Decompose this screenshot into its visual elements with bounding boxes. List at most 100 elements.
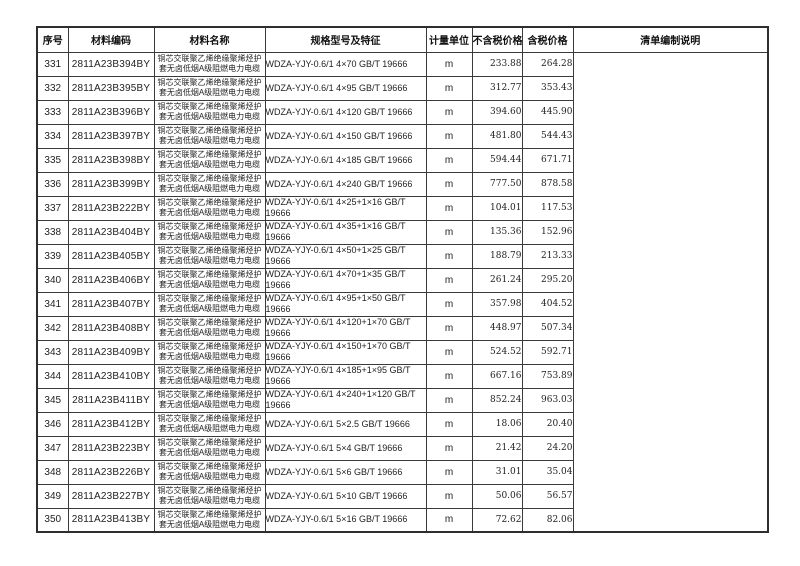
serial-number-cell: 341 bbox=[36, 291, 69, 317]
serial-number-cell: 333 bbox=[36, 99, 69, 125]
serial-number-cell: 337 bbox=[36, 195, 69, 221]
serial-number-cell: 343 bbox=[36, 339, 69, 365]
price-inc-tax-cell: 878.58 bbox=[521, 171, 574, 197]
table-row: 337 2811A23B222BY 铜芯交联聚乙烯绝缘聚烯烃护套无卤低烟A级阻燃电力… bbox=[36, 195, 768, 221]
spec-cell: WDZA-YJY-0.6/1 4×240 GB/T 19666 bbox=[264, 171, 427, 197]
spec-cell: WDZA-YJY-0.6/1 4×50+1×25 GB/T 19666 bbox=[264, 243, 427, 269]
price-inc-tax-cell: 753.89 bbox=[521, 363, 574, 389]
price-ex-tax-cell: 261.24 bbox=[471, 267, 523, 293]
table-row: 341 2811A23B407BY 铜芯交联聚乙烯绝缘聚烯烃护套无卤低烟A级阻燃电力… bbox=[36, 291, 768, 317]
material-name-cell: 铜芯交联聚乙烯绝缘聚烯烃护套无卤低烟A级阻燃电力电缆 bbox=[153, 51, 266, 77]
material-code-cell: 2811A23B398BY bbox=[67, 147, 155, 173]
material-code-cell: 2811A23B405BY bbox=[67, 243, 155, 269]
price-inc-tax-cell: 56.57 bbox=[521, 483, 574, 509]
spec-cell: WDZA-YJY-0.6/1 5×2.5 GB/T 19666 bbox=[264, 411, 427, 437]
serial-number-cell: 335 bbox=[36, 147, 69, 173]
material-name-cell: 铜芯交联聚乙烯绝缘聚烯烃护套无卤低烟A级阻燃电力电缆 bbox=[153, 411, 266, 437]
table-row: 346 2811A23B412BY 铜芯交联聚乙烯绝缘聚烯烃护套无卤低烟A级阻燃电力… bbox=[36, 411, 768, 437]
spec-cell: WDZA-YJY-0.6/1 4×35+1×16 GB/T 19666 bbox=[264, 219, 427, 245]
price-inc-tax-cell: 82.06 bbox=[521, 507, 574, 533]
spec-cell: WDZA-YJY-0.6/1 5×10 GB/T 19666 bbox=[264, 483, 427, 509]
table-row: 345 2811A23B411BY 铜芯交联聚乙烯绝缘聚烯烃护套无卤低烟A级阻燃电力… bbox=[36, 387, 768, 413]
unit-cell: m bbox=[425, 435, 473, 461]
material-code-cell: 2811A23B413BY bbox=[67, 507, 155, 533]
unit-cell: m bbox=[425, 51, 473, 77]
spec-cell: WDZA-YJY-0.6/1 5×6 GB/T 19666 bbox=[264, 459, 427, 485]
material-name-cell: 铜芯交联聚乙烯绝缘聚烯烃护套无卤低烟A级阻燃电力电缆 bbox=[153, 195, 266, 221]
material-code-cell: 2811A23B397BY bbox=[67, 123, 155, 149]
table-row: 350 2811A23B413BY 铜芯交联聚乙烯绝缘聚烯烃护套无卤低烟A级阻燃电力… bbox=[36, 507, 768, 533]
material-code-cell: 2811A23B396BY bbox=[67, 99, 155, 125]
serial-number-cell: 346 bbox=[36, 411, 69, 437]
unit-cell: m bbox=[425, 483, 473, 509]
material-code-cell: 2811A23B222BY bbox=[67, 195, 155, 221]
price-inc-tax-cell: 445.90 bbox=[521, 99, 574, 125]
price-ex-tax-cell: 50.06 bbox=[471, 483, 523, 509]
material-name-cell: 铜芯交联聚乙烯绝缘聚烯烃护套无卤低烟A级阻燃电力电缆 bbox=[153, 507, 266, 533]
header-price-ex-tax: 不含税价格 bbox=[471, 26, 523, 53]
table-row: 349 2811A23B227BY 铜芯交联聚乙烯绝缘聚烯烃护套无卤低烟A级阻燃电力… bbox=[36, 483, 768, 509]
price-inc-tax-cell: 117.53 bbox=[521, 195, 574, 221]
spec-cell: WDZA-YJY-0.6/1 4×120 GB/T 19666 bbox=[264, 99, 427, 125]
table-row: 340 2811A23B406BY 铜芯交联聚乙烯绝缘聚烯烃护套无卤低烟A级阻燃电力… bbox=[36, 267, 768, 293]
serial-number-cell: 332 bbox=[36, 75, 69, 101]
material-name-cell: 铜芯交联聚乙烯绝缘聚烯烃护套无卤低烟A级阻燃电力电缆 bbox=[153, 435, 266, 461]
price-inc-tax-cell: 213.33 bbox=[521, 243, 574, 269]
unit-cell: m bbox=[425, 195, 473, 221]
unit-cell: m bbox=[425, 411, 473, 437]
table-header-row: 序号 材料编码 材料名称 规格型号及特征 计量单位 不含税价格 含税价格 清单编… bbox=[36, 26, 769, 53]
material-name-cell: 铜芯交联聚乙烯绝缘聚烯烃护套无卤低烟A级阻燃电力电缆 bbox=[153, 99, 266, 125]
price-ex-tax-cell: 852.24 bbox=[471, 387, 523, 413]
spec-cell: WDZA-YJY-0.6/1 4×120+1×70 GB/T 19666 bbox=[264, 315, 427, 341]
material-name-cell: 铜芯交联聚乙烯绝缘聚烯烃护套无卤低烟A级阻燃电力电缆 bbox=[153, 459, 266, 485]
serial-number-cell: 339 bbox=[36, 243, 69, 269]
material-code-cell: 2811A23B408BY bbox=[67, 315, 155, 341]
price-inc-tax-cell: 264.28 bbox=[521, 51, 574, 77]
price-inc-tax-cell: 963.03 bbox=[521, 387, 574, 413]
serial-number-cell: 348 bbox=[36, 459, 69, 485]
price-ex-tax-cell: 357.98 bbox=[471, 291, 523, 317]
price-inc-tax-cell: 152.96 bbox=[521, 219, 574, 245]
spec-cell: WDZA-YJY-0.6/1 4×185+1×95 GB/T 19666 bbox=[264, 363, 427, 389]
material-name-cell: 铜芯交联聚乙烯绝缘聚烯烃护套无卤低烟A级阻燃电力电缆 bbox=[153, 75, 266, 101]
serial-number-cell: 347 bbox=[36, 435, 69, 461]
price-ex-tax-cell: 594.44 bbox=[471, 147, 523, 173]
material-price-table: 序号 材料编码 材料名称 规格型号及特征 计量单位 不含税价格 含税价格 清单编… bbox=[36, 26, 769, 533]
table-row: 332 2811A23B395BY 铜芯交联聚乙烯绝缘聚烯烃护套无卤低烟A级阻燃电力… bbox=[36, 75, 768, 101]
material-name-cell: 铜芯交联聚乙烯绝缘聚烯烃护套无卤低烟A级阻燃电力电缆 bbox=[153, 171, 266, 197]
price-ex-tax-cell: 72.62 bbox=[471, 507, 523, 533]
unit-cell: m bbox=[425, 243, 473, 269]
table-row: 331 2811A23B394BY 铜芯交联聚乙烯绝缘聚烯烃护套无卤低烟A级阻燃电力… bbox=[36, 51, 769, 533]
price-ex-tax-cell: 21.42 bbox=[471, 435, 523, 461]
serial-number-cell: 350 bbox=[36, 507, 69, 533]
material-code-cell: 2811A23B399BY bbox=[67, 171, 155, 197]
material-name-cell: 铜芯交联聚乙烯绝缘聚烯烃护套无卤低烟A级阻燃电力电缆 bbox=[153, 363, 266, 389]
price-inc-tax-cell: 507.34 bbox=[521, 315, 574, 341]
material-name-cell: 铜芯交联聚乙烯绝缘聚烯烃护套无卤低烟A级阻燃电力电缆 bbox=[153, 339, 266, 365]
spec-cell: WDZA-YJY-0.6/1 4×70+1×35 GB/T 19666 bbox=[264, 267, 427, 293]
price-ex-tax-cell: 448.97 bbox=[471, 315, 523, 341]
serial-number-cell: 344 bbox=[36, 363, 69, 389]
price-inc-tax-cell: 295.20 bbox=[521, 267, 574, 293]
material-code-cell: 2811A23B406BY bbox=[67, 267, 155, 293]
table-body: 331 2811A23B394BY 铜芯交联聚乙烯绝缘聚烯烃护套无卤低烟A级阻燃电力… bbox=[36, 51, 769, 533]
spec-cell: WDZA-YJY-0.6/1 4×95+1×50 GB/T 19666 bbox=[264, 291, 427, 317]
price-ex-tax-cell: 135.36 bbox=[471, 219, 523, 245]
serial-number-cell: 336 bbox=[36, 171, 69, 197]
material-name-cell: 铜芯交联聚乙烯绝缘聚烯烃护套无卤低烟A级阻燃电力电缆 bbox=[153, 267, 266, 293]
serial-number-cell: 349 bbox=[36, 483, 69, 509]
material-code-cell: 2811A23B227BY bbox=[67, 483, 155, 509]
table-row: 342 2811A23B408BY 铜芯交联聚乙烯绝缘聚烯烃护套无卤低烟A级阻燃电力… bbox=[36, 315, 768, 341]
header-material-name: 材料名称 bbox=[153, 26, 266, 53]
unit-cell: m bbox=[425, 387, 473, 413]
material-name-cell: 铜芯交联聚乙烯绝缘聚烯烃护套无卤低烟A级阻燃电力电缆 bbox=[153, 315, 266, 341]
material-code-cell: 2811A23B410BY bbox=[67, 363, 155, 389]
material-name-cell: 铜芯交联聚乙烯绝缘聚烯烃护套无卤低烟A级阻燃电力电缆 bbox=[153, 243, 266, 269]
unit-cell: m bbox=[425, 315, 473, 341]
price-ex-tax-cell: 188.79 bbox=[471, 243, 523, 269]
price-inc-tax-cell: 35.04 bbox=[521, 459, 574, 485]
price-ex-tax-cell: 524.52 bbox=[471, 339, 523, 365]
spec-cell: WDZA-YJY-0.6/1 4×150 GB/T 19666 bbox=[264, 123, 427, 149]
spec-cell: WDZA-YJY-0.6/1 5×4 GB/T 19666 bbox=[264, 435, 427, 461]
